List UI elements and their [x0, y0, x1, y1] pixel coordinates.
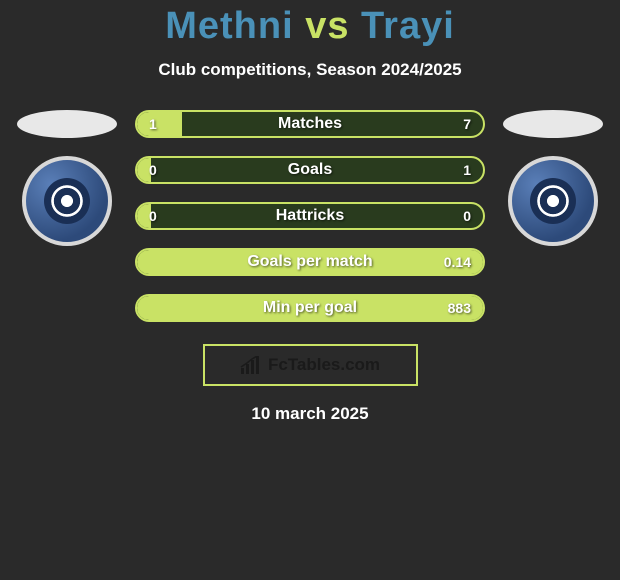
stat-label: Min per goal: [137, 299, 483, 317]
player-left-name: Methni: [165, 5, 293, 47]
vs-word: vs: [305, 5, 349, 47]
date-label: 10 march 2025: [0, 404, 620, 424]
stat-right-value: 1: [463, 162, 471, 178]
stat-label: Goals per match: [137, 253, 483, 271]
stat-label: Matches: [137, 115, 483, 133]
page-title: Methni vs Trayi: [0, 5, 620, 48]
comparison-widget: Methni vs Trayi Club competitions, Seaso…: [0, 0, 620, 424]
stat-right-value: 883: [448, 300, 471, 316]
stats-layout: 1Matches70Goals10Hattricks0Goals per mat…: [0, 110, 620, 322]
left-player-photo-placeholder: [17, 110, 117, 138]
subtitle: Club competitions, Season 2024/2025: [0, 60, 620, 80]
right-club-crest: [508, 156, 598, 246]
stat-bar: 0Hattricks0: [135, 202, 485, 230]
stat-bar: Goals per match0.14: [135, 248, 485, 276]
stat-bar: 1Matches7: [135, 110, 485, 138]
stat-bar: Min per goal883: [135, 294, 485, 322]
brand-text: FcTables.com: [268, 355, 380, 375]
right-player-photo-placeholder: [503, 110, 603, 138]
right-side: [503, 110, 603, 246]
stat-label: Goals: [137, 161, 483, 179]
left-club-crest: [22, 156, 112, 246]
stat-right-value: 0: [463, 208, 471, 224]
left-side: [17, 110, 117, 246]
stat-label: Hattricks: [137, 207, 483, 225]
stat-right-value: 7: [463, 116, 471, 132]
bar-chart-icon: [240, 356, 262, 374]
stat-bar: 0Goals1: [135, 156, 485, 184]
stat-bars: 1Matches70Goals10Hattricks0Goals per mat…: [135, 110, 485, 322]
brand-link[interactable]: FcTables.com: [203, 344, 418, 386]
player-right-name: Trayi: [361, 5, 455, 47]
stat-right-value: 0.14: [444, 254, 471, 270]
